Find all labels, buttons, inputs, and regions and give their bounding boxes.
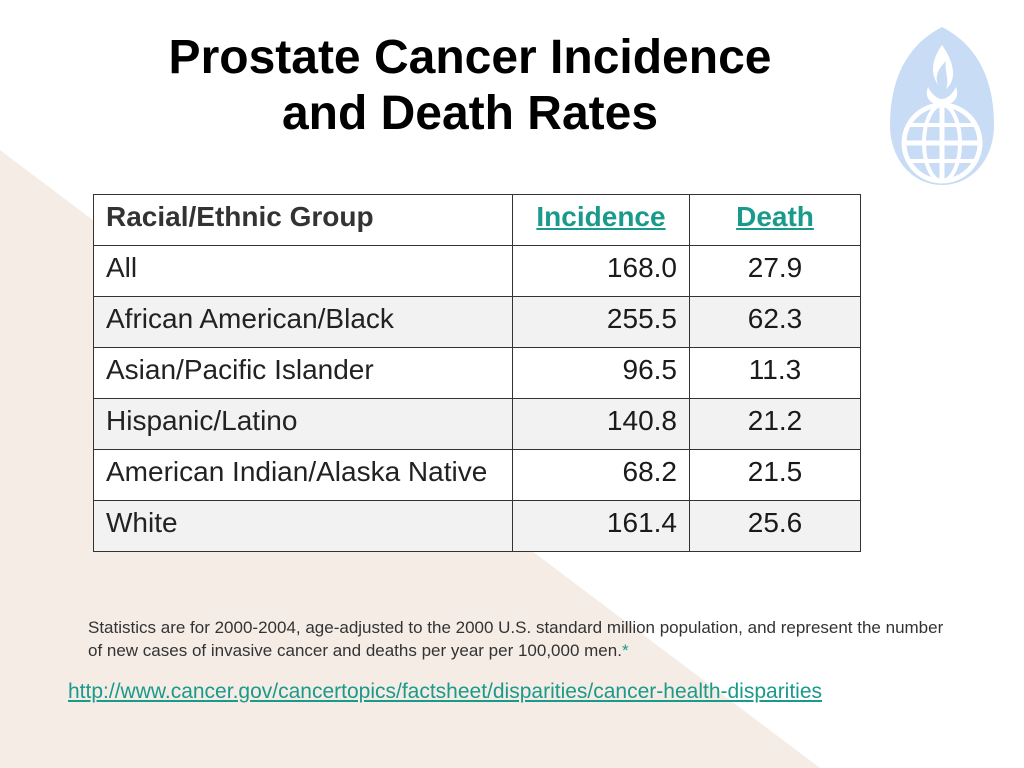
incidence-cell: 96.5: [512, 347, 690, 399]
group-cell: All: [93, 245, 513, 297]
group-cell: African American/Black: [93, 296, 513, 348]
header-group: Racial/Ethnic Group: [93, 194, 513, 246]
title-line-2: and Death Rates: [281, 87, 659, 140]
death-cell: 21.2: [689, 398, 861, 450]
incidence-cell: 168.0: [512, 245, 690, 297]
incidence-cell: 68.2: [512, 449, 690, 501]
source-url-link[interactable]: http://www.cancer.gov/cancertopics/facts…: [68, 680, 823, 703]
incidence-link[interactable]: Incidence: [536, 201, 666, 232]
incidence-cell: 255.5: [512, 296, 690, 348]
statistics-note: Statistics are for 2000-2004, age-adjust…: [88, 616, 948, 662]
table-row: Hispanic/Latino 140.8 21.2: [93, 398, 861, 450]
death-cell: 11.3: [689, 347, 861, 399]
group-cell: White: [93, 500, 513, 552]
globe-flame-shield-icon: [890, 27, 994, 185]
table-header-row: Racial/Ethnic Group Incidence Death: [93, 194, 861, 246]
header-incidence: Incidence: [512, 194, 690, 246]
death-cell: 25.6: [689, 500, 861, 552]
slide-title: Prostate Cancer Incidence and Death Rate…: [60, 30, 880, 142]
title-line-1: Prostate Cancer Incidence: [168, 31, 772, 84]
incidence-cell: 140.8: [512, 398, 690, 450]
table-row: American Indian/Alaska Native 68.2 21.5: [93, 449, 861, 501]
note-text: Statistics are for 2000-2004, age-adjust…: [88, 618, 944, 660]
group-cell: Asian/Pacific Islander: [93, 347, 513, 399]
table-row: Asian/Pacific Islander 96.5 11.3: [93, 347, 861, 399]
footnote-link[interactable]: *: [621, 641, 629, 660]
table-row: White 161.4 25.6: [93, 500, 861, 552]
header-death: Death: [689, 194, 861, 246]
death-cell: 62.3: [689, 296, 861, 348]
death-link[interactable]: Death: [736, 201, 814, 232]
rates-table: Racial/Ethnic Group Incidence Death All …: [93, 194, 861, 552]
table-row: All 168.0 27.9: [93, 245, 861, 297]
table-row: African American/Black 255.5 62.3: [93, 296, 861, 348]
group-cell: American Indian/Alaska Native: [93, 449, 513, 501]
incidence-cell: 161.4: [512, 500, 690, 552]
death-cell: 27.9: [689, 245, 861, 297]
death-cell: 21.5: [689, 449, 861, 501]
group-cell: Hispanic/Latino: [93, 398, 513, 450]
